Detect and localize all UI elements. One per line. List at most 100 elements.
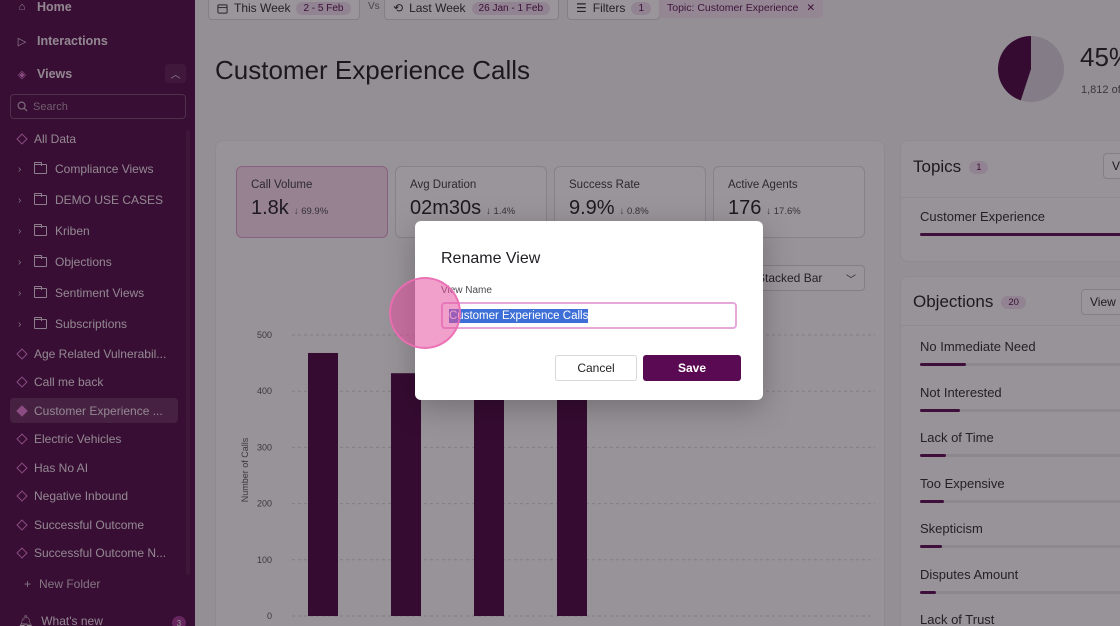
folder-icon bbox=[34, 224, 47, 236]
objection-bar-track bbox=[920, 545, 1120, 548]
chevron-right-icon[interactable]: › bbox=[18, 256, 22, 268]
views-search-input[interactable] bbox=[33, 100, 173, 113]
sidebar-item-label: Call me back bbox=[34, 375, 104, 389]
share-percentage: 45% bbox=[1080, 42, 1120, 72]
chevron-right-icon[interactable]: › bbox=[18, 194, 22, 206]
chart-gridlines bbox=[292, 334, 875, 617]
this-week-range: 2 - 5 Feb bbox=[296, 1, 351, 15]
sidebar-folder-objections[interactable]: › Objections bbox=[18, 255, 112, 269]
objection-bar-fill bbox=[920, 545, 943, 548]
objection-bar-fill bbox=[920, 363, 967, 366]
last-week-range: 26 Jan - 1 Feb bbox=[471, 1, 551, 15]
sidebar-item-successful-outcome[interactable]: Successful Outcome bbox=[16, 518, 144, 532]
vs-label: Vs bbox=[368, 1, 380, 12]
nav-interactions[interactable]: ▷ Interactions bbox=[16, 34, 108, 48]
chevron-up-icon: ︿ bbox=[170, 70, 181, 81]
chevron-right-icon[interactable]: › bbox=[18, 163, 22, 175]
objection-item[interactable]: No Immediate Need bbox=[920, 339, 1036, 354]
sidebar-item-has-no-ai[interactable]: Has No AI bbox=[16, 461, 89, 475]
sidebar-item-electric-vehicles[interactable]: Electric Vehicles bbox=[16, 432, 122, 446]
kpi-delta: ↓ 69.9% bbox=[293, 206, 329, 217]
sidebar-folder-compliance-views[interactable]: › Compliance Views bbox=[18, 162, 154, 176]
objection-bar-fill bbox=[920, 454, 947, 457]
sidebar-item-call-me-back[interactable]: Call me back bbox=[16, 375, 104, 389]
filter-lines-icon: ☰ bbox=[576, 1, 587, 15]
kpi-call-volume[interactable]: Call Volume 1.8k ↓ 69.9% bbox=[236, 166, 388, 238]
layers-icon: ◈ bbox=[17, 68, 27, 81]
view-name-input[interactable]: Customer Experience Calls bbox=[441, 302, 737, 329]
nav-home[interactable]: ⌂ Home bbox=[16, 0, 72, 14]
close-icon[interactable]: ✕ bbox=[806, 2, 816, 14]
chart-bar[interactable] bbox=[474, 379, 504, 616]
this-week-label: This Week bbox=[234, 1, 291, 15]
sidebar-item-all-data[interactable]: All Data bbox=[16, 132, 76, 146]
topic-chip-label: Topic: Customer Experience bbox=[667, 2, 799, 14]
kpi-label: Success Rate bbox=[569, 179, 640, 191]
chart-type-select[interactable]: Stacked Bar ﹀ bbox=[748, 265, 865, 291]
kpi-value: 02m30s bbox=[410, 197, 482, 219]
nav-home-label: Home bbox=[37, 0, 72, 14]
views-collapse-button[interactable]: ︿ bbox=[165, 64, 186, 83]
chart-bar[interactable] bbox=[308, 352, 338, 616]
chevron-right-icon[interactable]: › bbox=[18, 287, 22, 299]
sidebar-item-label: Negative Inbound bbox=[34, 489, 129, 503]
sidebar-folder-subscriptions[interactable]: › Subscriptions bbox=[18, 317, 127, 331]
sidebar-item-label: Kriben bbox=[55, 224, 90, 238]
chart-bar[interactable] bbox=[557, 382, 587, 616]
kpi-label: Avg Duration bbox=[410, 179, 477, 191]
sidebar-folder-sentiment-views[interactable]: › Sentiment Views bbox=[18, 286, 144, 300]
new-folder-button[interactable]: + New Folder bbox=[24, 577, 100, 591]
views-search[interactable] bbox=[10, 94, 186, 119]
sidebar-folder-kriben[interactable]: › Kriben bbox=[18, 224, 90, 238]
sidebar-item-negative-inbound[interactable]: Negative Inbound bbox=[16, 489, 129, 503]
nav-views-label: Views bbox=[37, 67, 73, 81]
sidebar-selected-highlight bbox=[10, 398, 178, 423]
objection-bar-track bbox=[920, 590, 1120, 594]
objection-item[interactable]: Skepticism bbox=[920, 521, 983, 536]
sidebar-item-label: Sentiment Views bbox=[55, 286, 145, 300]
whats-new-badge: 3 bbox=[172, 616, 186, 626]
topics-title: Topics bbox=[913, 157, 962, 176]
chevron-right-icon[interactable]: › bbox=[18, 225, 22, 237]
chevron-right-icon[interactable]: › bbox=[18, 318, 22, 330]
sidebar-item-successful-outcome-n[interactable]: Successful Outcome N... bbox=[16, 546, 166, 560]
sidebar-folder-demo-use-cases[interactable]: › DEMO USE CASES bbox=[18, 193, 163, 207]
pie-share-slice bbox=[998, 36, 1031, 101]
sidebar-item-label: Has No AI bbox=[34, 461, 89, 475]
sidebar-item-customer-experience[interactable]: Customer Experience ... bbox=[16, 404, 163, 418]
topics-count: 1 bbox=[969, 160, 989, 174]
folder-icon bbox=[34, 286, 47, 298]
objections-title: Objections bbox=[913, 292, 994, 311]
kpi-label: Call Volume bbox=[251, 179, 313, 191]
objection-item[interactable]: Not Interested bbox=[920, 384, 1002, 400]
chart-bar[interactable] bbox=[391, 373, 421, 616]
this-week-filter[interactable]: This Week 2 - 5 Feb bbox=[208, 0, 360, 20]
page-title: Customer Experience Calls bbox=[215, 55, 531, 85]
kpi-value: 176 bbox=[728, 197, 762, 219]
objection-item[interactable]: Too Expensive bbox=[920, 475, 1005, 491]
nav-interactions-label: Interactions bbox=[37, 34, 108, 48]
kpi-delta: ↓ 0.8% bbox=[619, 206, 649, 217]
save-button[interactable]: Save bbox=[643, 355, 741, 381]
objection-bar-fill bbox=[920, 499, 945, 503]
dialog-title: Rename View bbox=[441, 250, 541, 267]
topic-item-customer-experience[interactable]: Customer Experience bbox=[920, 209, 1045, 224]
sidebar-item-label: Electric Vehicles bbox=[34, 432, 122, 446]
view-name-label: View Name bbox=[441, 285, 492, 296]
whats-new-button[interactable]: 🔔︎ What's new bbox=[18, 614, 103, 626]
last-week-filter[interactable]: ⟲ Last Week 26 Jan - 1 Feb bbox=[384, 0, 560, 20]
topics-view-button[interactable]: V bbox=[1103, 153, 1120, 179]
objection-item[interactable]: Lack of Trust bbox=[920, 612, 995, 626]
topic-filter-chip[interactable]: Topic: Customer Experience ✕ bbox=[659, 0, 824, 18]
sidebar-item-age-related[interactable]: Age Related Vulnerabil... bbox=[16, 347, 166, 361]
objections-view-button[interactable]: View bbox=[1081, 289, 1120, 315]
nav-views[interactable]: ◈ Views bbox=[16, 67, 72, 81]
objection-item[interactable]: Disputes Amount bbox=[920, 566, 1019, 582]
plus-icon: + bbox=[24, 577, 32, 591]
sidebar-scrollbar[interactable] bbox=[186, 130, 190, 575]
objections-count: 20 bbox=[1001, 295, 1026, 309]
cancel-button[interactable]: Cancel bbox=[555, 355, 637, 381]
objection-item[interactable]: Lack of Time bbox=[920, 430, 994, 445]
y-tick-label: 400 bbox=[257, 386, 272, 396]
call-volume-bar-chart: 0 100 200 300 400 500 Number of Calls bbox=[240, 330, 875, 621]
